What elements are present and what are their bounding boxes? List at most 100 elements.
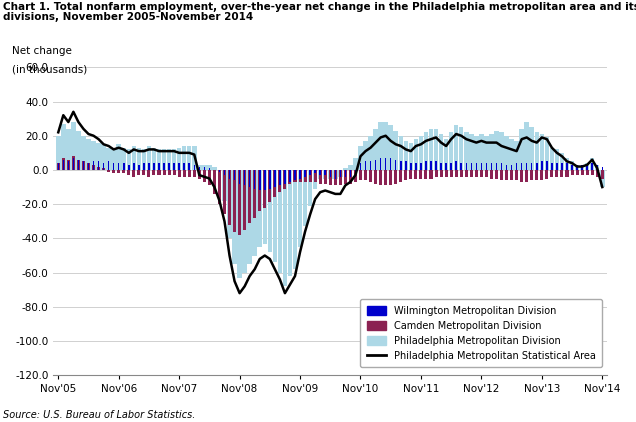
Bar (56, 136, 60, 170)
Bar (88, 163, 89, 170)
Bar (340, 170, 341, 177)
Bar (137, 148, 141, 170)
Bar (576, 165, 578, 170)
Bar (365, 161, 366, 170)
Bar (354, 170, 357, 182)
Bar (424, 170, 427, 179)
Bar (179, 163, 180, 170)
Bar (576, 170, 579, 175)
Bar (415, 170, 417, 179)
Bar (526, 163, 527, 170)
Bar (309, 170, 311, 175)
Bar (102, 168, 105, 170)
Bar (470, 170, 473, 177)
Bar (91, 141, 96, 170)
Bar (556, 163, 558, 170)
Bar (345, 170, 346, 177)
Bar (113, 163, 114, 170)
Bar (363, 141, 368, 170)
Bar (389, 170, 392, 185)
Bar (380, 158, 382, 170)
Bar (138, 165, 140, 170)
Bar (364, 170, 367, 180)
Bar (460, 163, 462, 170)
Bar (530, 127, 534, 170)
Bar (294, 170, 296, 180)
Bar (177, 170, 181, 177)
Bar (450, 163, 452, 170)
Bar (106, 148, 111, 170)
Bar (82, 161, 85, 170)
Bar (539, 134, 544, 170)
Legend: Wilmington Metropolitan Division, Camden Metropolitan Division, Philadelphia Met: Wilmington Metropolitan Division, Camden… (360, 299, 602, 368)
Text: Source: U.S. Bureau of Labor Statistics.: Source: U.S. Bureau of Labor Statistics. (3, 410, 195, 420)
Bar (434, 129, 438, 170)
Bar (303, 170, 307, 227)
Bar (343, 168, 348, 170)
Bar (298, 170, 302, 247)
Bar (158, 163, 160, 170)
Bar (174, 163, 175, 170)
Text: Net change: Net change (11, 46, 72, 56)
Bar (602, 167, 603, 170)
Bar (242, 170, 247, 273)
Bar (263, 170, 267, 243)
Bar (224, 170, 225, 175)
Bar (77, 160, 80, 170)
Bar (239, 170, 240, 184)
Bar (121, 148, 126, 170)
Bar (167, 149, 171, 170)
Bar (349, 170, 352, 184)
Bar (293, 170, 297, 269)
Bar (586, 165, 588, 170)
Bar (495, 170, 498, 179)
Bar (98, 161, 99, 170)
Bar (454, 125, 459, 170)
Bar (148, 163, 149, 170)
Bar (218, 170, 221, 204)
Bar (324, 170, 327, 184)
Bar (86, 139, 91, 170)
Bar (152, 148, 156, 170)
Bar (338, 170, 343, 177)
Bar (570, 170, 574, 175)
Bar (429, 170, 432, 179)
Bar (274, 170, 275, 187)
Bar (571, 165, 573, 170)
Bar (585, 163, 590, 170)
Bar (504, 136, 509, 170)
Bar (279, 170, 280, 185)
Bar (491, 163, 492, 170)
Bar (188, 170, 191, 177)
Bar (237, 170, 242, 278)
Bar (92, 165, 95, 170)
Bar (117, 170, 120, 173)
Bar (143, 163, 144, 170)
Bar (238, 170, 241, 235)
Bar (153, 163, 155, 170)
Bar (353, 158, 357, 170)
Bar (384, 122, 388, 170)
Bar (193, 170, 196, 177)
Bar (335, 170, 336, 179)
Bar (555, 149, 559, 170)
Bar (404, 141, 408, 170)
Bar (142, 149, 146, 170)
Bar (308, 170, 312, 206)
Bar (516, 163, 517, 170)
Bar (333, 170, 338, 179)
Bar (112, 170, 115, 173)
Bar (384, 170, 387, 185)
Bar (570, 161, 574, 170)
Bar (78, 160, 79, 170)
Bar (544, 138, 549, 170)
Bar (172, 149, 176, 170)
Bar (399, 170, 403, 182)
Bar (197, 165, 202, 170)
Bar (534, 133, 539, 170)
Bar (213, 170, 216, 194)
Bar (172, 170, 176, 175)
Bar (400, 161, 401, 170)
Bar (378, 122, 383, 170)
Bar (575, 165, 579, 170)
